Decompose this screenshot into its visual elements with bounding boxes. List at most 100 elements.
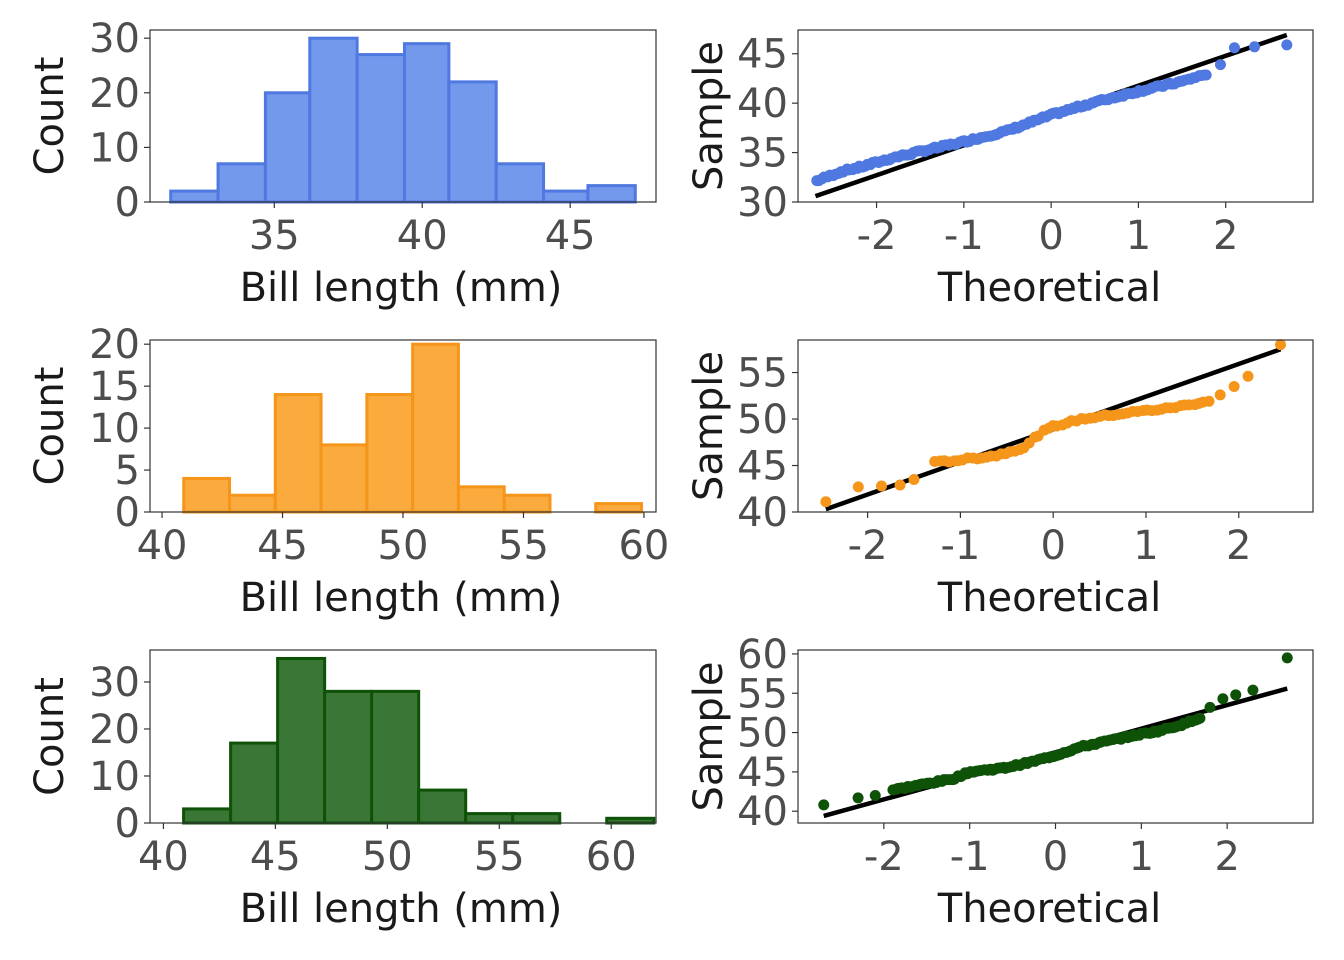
y-axis-title: Sample xyxy=(686,41,732,191)
x-tick-label: 1 xyxy=(1126,213,1151,259)
y-tick-label: 20 xyxy=(89,71,140,117)
qq-point xyxy=(1204,701,1216,713)
histogram-bar xyxy=(273,393,323,514)
y-axis-title: Count xyxy=(27,677,73,796)
qq-point xyxy=(1247,684,1259,696)
qq-point xyxy=(894,479,906,491)
y-tick-label: 0 xyxy=(115,180,140,226)
qq-point xyxy=(1203,395,1215,407)
qq-point xyxy=(1214,59,1226,71)
qq-point xyxy=(852,792,864,804)
plot-frame xyxy=(149,29,657,203)
qq-point xyxy=(1275,339,1287,351)
y-axis-title: Count xyxy=(27,367,73,486)
x-tick-label: 40 xyxy=(397,213,448,259)
y-tick-label: 10 xyxy=(89,125,140,171)
x-tick-label: 40 xyxy=(137,523,188,569)
x-tick-label: 0 xyxy=(1040,523,1065,569)
y-tick-label: 20 xyxy=(89,322,140,368)
x-tick-label: 0 xyxy=(1043,834,1068,880)
qq-point xyxy=(1249,41,1261,53)
y-tick-label: 45 xyxy=(737,444,788,490)
qq-point xyxy=(1281,652,1293,664)
qq-point xyxy=(1242,370,1254,382)
x-tick-label: 55 xyxy=(474,834,525,880)
histogram-bar xyxy=(594,502,644,514)
x-axis-title: Theoretical xyxy=(937,575,1161,621)
histogram-bar xyxy=(370,689,421,825)
y-tick-label: 40 xyxy=(737,789,788,835)
histogram-bar xyxy=(228,493,277,514)
x-tick-label: -1 xyxy=(944,213,984,259)
histogram-bar xyxy=(502,493,552,514)
histogram-bar xyxy=(308,36,359,204)
x-tick-label: 0 xyxy=(1038,213,1063,259)
x-tick-label: 45 xyxy=(250,834,301,880)
histogram-bar xyxy=(365,393,415,514)
y-tick-label: 45 xyxy=(737,32,788,78)
x-tick-label: 45 xyxy=(545,213,596,259)
x-tick-label: 35 xyxy=(249,213,300,259)
plot-frame xyxy=(797,29,1314,203)
qq-point xyxy=(869,789,881,801)
histogram-bar xyxy=(169,189,220,204)
qq-point xyxy=(820,496,832,508)
y-tick-label: 0 xyxy=(115,801,140,847)
histogram-bar xyxy=(605,816,656,825)
x-tick-label: -2 xyxy=(848,523,888,569)
x-tick-label: 1 xyxy=(1133,523,1158,569)
x-tick-label: 50 xyxy=(362,834,413,880)
histogram-bar xyxy=(511,812,562,825)
qq-point xyxy=(1214,389,1226,401)
x-axis-title: Bill length (mm) xyxy=(240,575,563,621)
x-tick-label: -1 xyxy=(950,834,990,880)
x-tick-label: 60 xyxy=(586,834,637,880)
qq-point xyxy=(1230,689,1242,701)
histogram-bar xyxy=(464,812,515,825)
histogram-bar xyxy=(182,807,233,825)
x-axis-title: Theoretical xyxy=(937,265,1161,311)
y-tick-label: 55 xyxy=(737,351,788,397)
x-tick-label: 2 xyxy=(1226,523,1251,569)
x-tick-label: 2 xyxy=(1214,834,1239,880)
qq-point xyxy=(1228,380,1240,392)
y-axis-title: Sample xyxy=(686,351,732,501)
y-tick-label: 10 xyxy=(89,754,140,800)
histogram-bar xyxy=(229,741,280,825)
x-tick-label: 1 xyxy=(1129,834,1154,880)
x-tick-label: 40 xyxy=(138,834,189,880)
y-tick-label: 40 xyxy=(737,490,788,536)
y-tick-label: 30 xyxy=(89,660,140,706)
histogram-bar xyxy=(586,184,637,204)
x-tick-label: 45 xyxy=(257,523,308,569)
histogram-bar xyxy=(263,91,312,204)
y-tick-label: 10 xyxy=(89,406,140,452)
x-axis-title: Bill length (mm) xyxy=(240,265,563,311)
histogram-bar xyxy=(182,476,232,514)
histogram-bar xyxy=(456,485,506,514)
y-tick-label: 40 xyxy=(737,81,788,127)
histogram-bar xyxy=(542,189,590,204)
x-tick-label: -1 xyxy=(940,523,980,569)
x-tick-label: 2 xyxy=(1213,213,1238,259)
qq-point xyxy=(1200,69,1212,81)
y-tick-label: 15 xyxy=(89,364,140,410)
y-tick-label: 60 xyxy=(737,632,788,678)
qq-point xyxy=(1194,712,1206,724)
histogram-bar xyxy=(447,80,498,204)
y-axis-title: Count xyxy=(27,57,73,176)
y-tick-label: 30 xyxy=(89,16,140,62)
y-tick-label: 5 xyxy=(115,448,140,494)
histogram-bar xyxy=(402,42,451,204)
histogram-bar xyxy=(494,162,546,204)
histogram-bar xyxy=(216,162,267,204)
plot-frame xyxy=(149,649,657,824)
histogram-bar xyxy=(323,689,374,825)
x-axis-title: Bill length (mm) xyxy=(240,886,563,932)
x-tick-label: 60 xyxy=(618,523,669,569)
plot-frame xyxy=(797,339,1314,513)
